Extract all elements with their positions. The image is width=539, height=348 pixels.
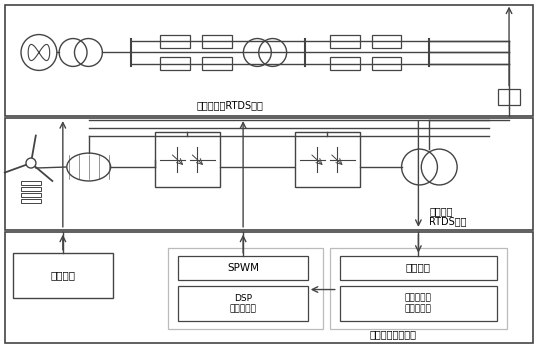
Bar: [21, 193, 41, 197]
Text: DSP
（小步长）: DSP （小步长）: [230, 294, 257, 313]
Circle shape: [26, 158, 36, 168]
Bar: [295, 132, 360, 187]
Bar: [371, 34, 402, 48]
Text: RTDS实现: RTDS实现: [430, 216, 467, 226]
Bar: [330, 248, 507, 329]
Bar: [178, 256, 308, 279]
Text: 通用工控机
（大步长）: 通用工控机 （大步长）: [405, 294, 432, 313]
Bar: [202, 34, 232, 48]
Bar: [340, 286, 497, 322]
Bar: [498, 89, 520, 105]
Bar: [161, 34, 190, 48]
Bar: [5, 5, 533, 116]
Text: 风机一次: 风机一次: [430, 206, 453, 216]
Text: 控制器快速原型化: 控制器快速原型化: [370, 329, 417, 339]
Bar: [155, 132, 220, 187]
Bar: [202, 57, 232, 70]
Text: 变桨控制: 变桨控制: [50, 271, 75, 280]
Bar: [330, 34, 360, 48]
Bar: [168, 248, 323, 329]
Bar: [5, 232, 533, 343]
Bar: [5, 118, 533, 230]
Bar: [21, 199, 41, 203]
Bar: [340, 256, 497, 279]
Text: SPWM: SPWM: [227, 263, 259, 272]
Bar: [330, 57, 360, 70]
Bar: [21, 181, 41, 185]
Bar: [161, 244, 514, 333]
Bar: [13, 253, 113, 298]
Text: 信号采集: 信号采集: [406, 263, 431, 272]
Text: 输电网一次RTDS实现: 输电网一次RTDS实现: [197, 100, 264, 110]
Bar: [161, 57, 190, 70]
Bar: [21, 187, 41, 191]
Bar: [178, 286, 308, 322]
Bar: [371, 57, 402, 70]
